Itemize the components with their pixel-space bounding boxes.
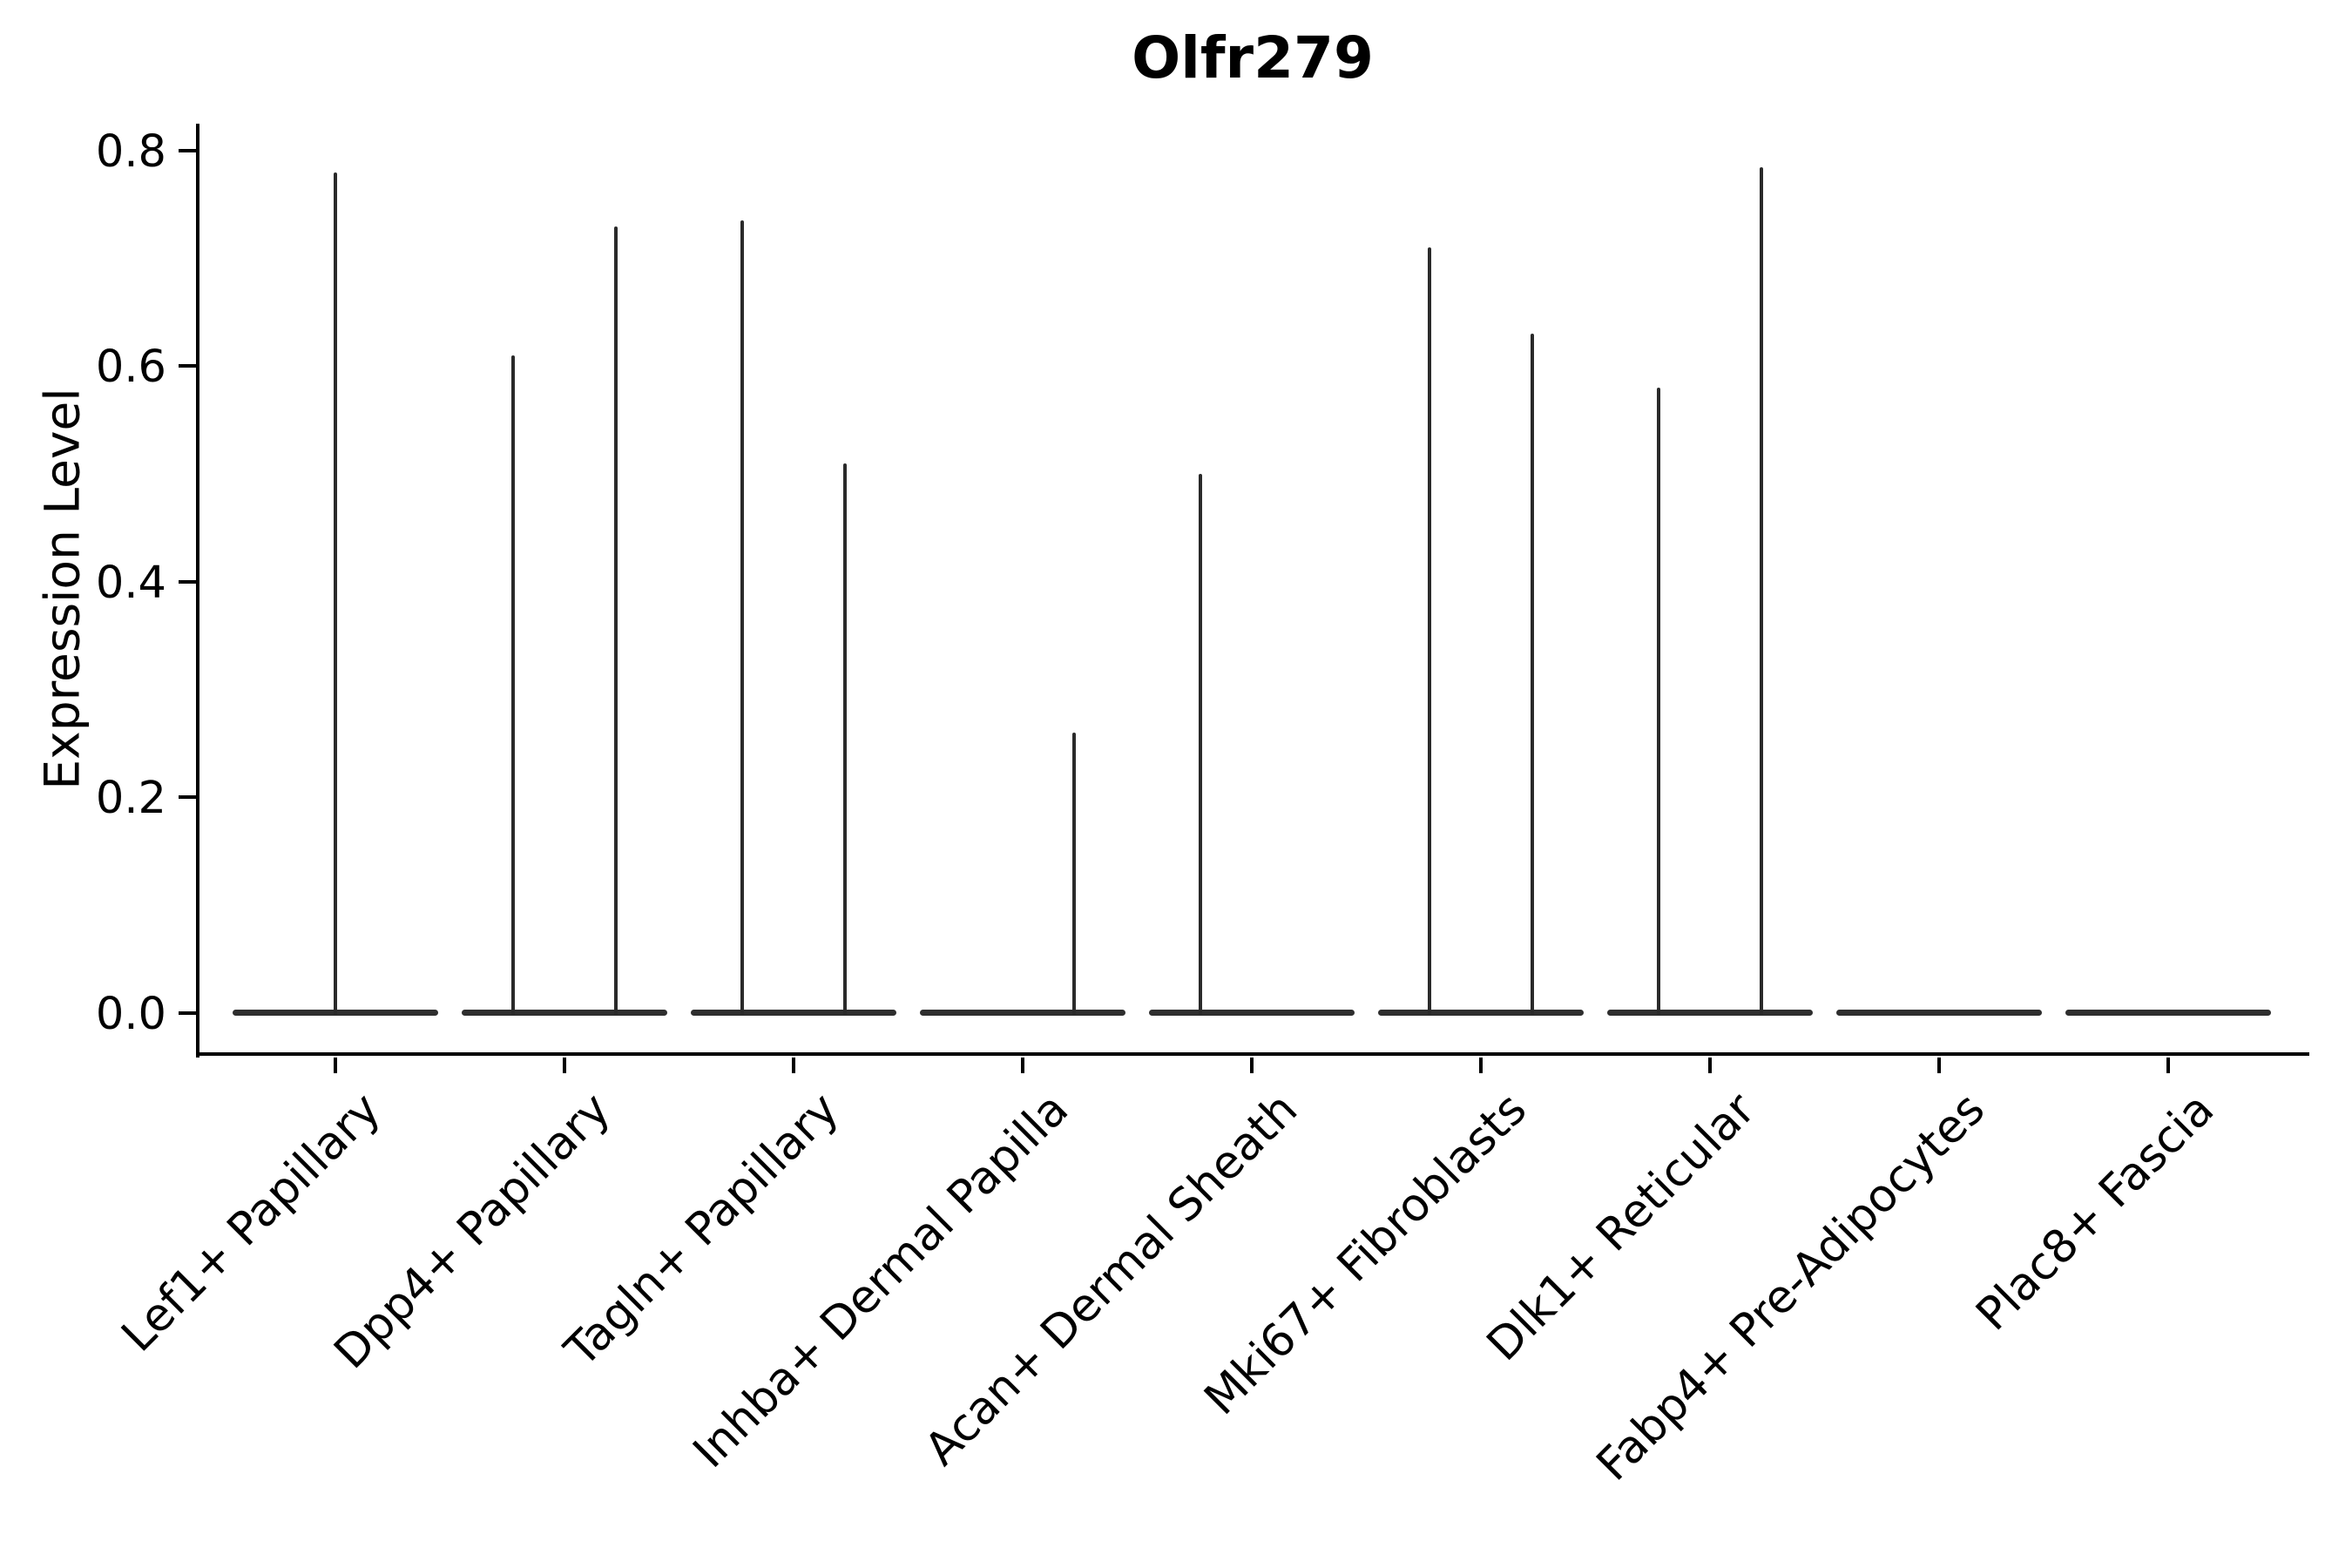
violin-baseline: [461, 1010, 668, 1017]
violin-density-spike: [510, 355, 515, 1015]
violin-density-spike: [1198, 474, 1202, 1015]
violin-baseline: [1606, 1010, 1814, 1017]
x-axis-tick: [1708, 1058, 1712, 1073]
y-tick-label: 0.2: [95, 773, 166, 825]
y-tick-label: 0.8: [95, 125, 166, 178]
violin-baseline: [2065, 1010, 2272, 1017]
x-axis-tick: [1479, 1058, 1483, 1073]
violin-density-spike: [1760, 166, 1764, 1015]
violin-baseline: [919, 1010, 1126, 1017]
y-axis-tick: [179, 364, 196, 368]
y-axis-tick: [179, 795, 196, 800]
violin-density-spike: [334, 172, 337, 1015]
y-axis-tick: [179, 1010, 196, 1015]
x-axis-spine: [196, 1052, 2309, 1056]
violin-density-spike: [614, 226, 618, 1015]
x-axis-tick: [563, 1058, 566, 1073]
x-axis-tick: [334, 1058, 337, 1073]
violin-baseline: [690, 1010, 897, 1017]
y-axis-spine: [196, 124, 199, 1058]
x-axis-tick: [1937, 1058, 1941, 1073]
x-axis-tick: [792, 1058, 795, 1073]
violin-density-spike: [740, 220, 744, 1015]
x-category-label: Plac8+ Fascia: [1965, 1083, 2224, 1342]
violin-density-spike: [1427, 247, 1431, 1015]
x-axis-tick: [2166, 1058, 2170, 1073]
violin-baseline: [1835, 1010, 2043, 1017]
plot-area: 0.0 0.2 0.4 0.6 0.8 Lef1+ Papillary Dpp4+ Papi…: [96, 124, 2309, 1491]
y-tick-label: 0.0: [95, 988, 166, 1040]
violin-baseline: [1148, 1010, 1355, 1017]
x-axis-tick: [1250, 1058, 1254, 1073]
y-tick-label: 0.4: [95, 557, 166, 609]
y-tick-label: 0.6: [95, 341, 166, 394]
x-category-label: Fabp4+ Pre-Adipocytes: [1586, 1083, 1995, 1491]
violin-density-spike: [1072, 733, 1077, 1015]
violin-density-spike: [1531, 334, 1535, 1015]
x-category-label: Acan+ Dermal Sheath: [915, 1083, 1308, 1477]
y-axis-tick: [179, 579, 196, 584]
chart-title: Olfr279: [1132, 24, 1374, 91]
y-axis-tick: [179, 148, 196, 152]
x-category-label: Inhba+ Dermal Papilla: [683, 1083, 1078, 1478]
violin-baseline: [1377, 1010, 1585, 1017]
violin-density-spike: [843, 463, 848, 1015]
x-axis-tick: [1021, 1058, 1024, 1073]
violin-density-spike: [1656, 388, 1660, 1015]
